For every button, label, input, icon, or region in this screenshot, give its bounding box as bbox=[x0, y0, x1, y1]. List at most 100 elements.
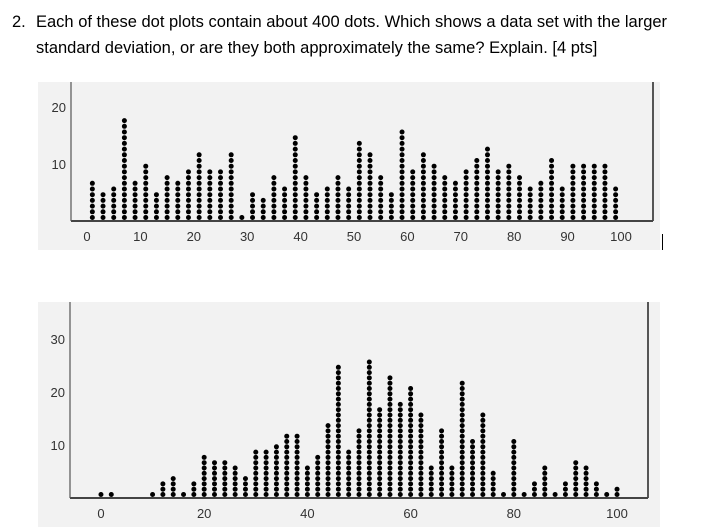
dot bbox=[232, 481, 238, 487]
dot bbox=[346, 215, 352, 220]
dot bbox=[335, 460, 341, 466]
dot bbox=[228, 209, 234, 215]
dot bbox=[185, 209, 191, 215]
dot bbox=[367, 209, 373, 215]
dot bbox=[397, 454, 403, 460]
dot bbox=[573, 465, 579, 471]
dot bbox=[335, 476, 341, 482]
dot bbox=[356, 158, 362, 163]
dot bbox=[387, 465, 393, 471]
dot bbox=[121, 123, 127, 129]
dot bbox=[570, 163, 576, 169]
dot bbox=[143, 192, 149, 198]
dot bbox=[356, 433, 362, 439]
dot bbox=[284, 486, 290, 492]
dot bbox=[356, 444, 362, 450]
dot bbox=[387, 380, 393, 386]
dot-column bbox=[521, 492, 527, 497]
dot bbox=[185, 203, 191, 209]
dot bbox=[260, 203, 266, 209]
dot bbox=[431, 169, 437, 175]
dot-column bbox=[356, 140, 362, 220]
dot bbox=[463, 186, 469, 192]
dot bbox=[164, 175, 170, 181]
dot bbox=[292, 192, 298, 198]
dot bbox=[346, 454, 352, 460]
dot bbox=[346, 465, 352, 471]
dot bbox=[366, 359, 372, 365]
dot bbox=[218, 169, 224, 175]
dot bbox=[253, 492, 259, 497]
dot bbox=[452, 186, 458, 192]
dot bbox=[218, 215, 224, 220]
dot bbox=[263, 481, 269, 487]
dot bbox=[602, 209, 608, 215]
dot bbox=[367, 152, 373, 158]
dot bbox=[250, 209, 256, 215]
dot bbox=[459, 396, 465, 402]
dot bbox=[377, 444, 383, 450]
dot bbox=[303, 180, 309, 186]
dot bbox=[470, 439, 476, 444]
dot bbox=[452, 203, 458, 209]
dot bbox=[399, 158, 405, 163]
dot-column bbox=[552, 492, 558, 497]
dot-column bbox=[459, 380, 465, 497]
dot-column bbox=[346, 449, 352, 497]
dot bbox=[408, 481, 414, 487]
dot bbox=[284, 460, 290, 466]
dot bbox=[232, 492, 238, 497]
dot bbox=[196, 203, 202, 209]
dot-column bbox=[212, 460, 217, 497]
dot bbox=[315, 492, 321, 497]
dot bbox=[480, 470, 486, 476]
dot bbox=[356, 449, 362, 455]
dot-column bbox=[480, 412, 486, 497]
dot bbox=[132, 186, 138, 192]
dot bbox=[377, 449, 383, 455]
dot-column bbox=[366, 359, 372, 497]
dot bbox=[581, 180, 587, 186]
dot bbox=[315, 465, 321, 471]
dot bbox=[570, 192, 576, 198]
dot bbox=[583, 476, 589, 482]
dot bbox=[549, 186, 555, 192]
dot bbox=[463, 203, 469, 209]
dot-column bbox=[613, 186, 619, 220]
dot bbox=[324, 186, 330, 192]
dot bbox=[294, 439, 300, 444]
dot bbox=[517, 186, 523, 192]
dot bbox=[591, 197, 597, 203]
dot-column bbox=[604, 492, 610, 497]
dot-column bbox=[428, 465, 434, 497]
dot bbox=[490, 481, 496, 487]
dot bbox=[549, 180, 555, 186]
dot bbox=[325, 428, 331, 434]
dot bbox=[397, 465, 403, 471]
dot-column bbox=[511, 439, 517, 497]
dot bbox=[570, 180, 576, 186]
dot bbox=[303, 215, 309, 220]
dot bbox=[459, 391, 465, 397]
dot bbox=[408, 460, 414, 466]
question: 2. Each of these dot plots contain about… bbox=[12, 9, 717, 61]
dot bbox=[408, 439, 414, 444]
dot bbox=[511, 465, 517, 471]
dot bbox=[325, 454, 331, 460]
dot bbox=[591, 192, 597, 198]
dot bbox=[431, 192, 437, 198]
dot bbox=[325, 492, 331, 497]
dot bbox=[292, 169, 298, 175]
x-tick-label: 20 bbox=[197, 506, 211, 521]
dot bbox=[439, 492, 445, 497]
dot bbox=[470, 492, 476, 497]
dot bbox=[410, 209, 416, 215]
dot bbox=[294, 449, 300, 455]
dot bbox=[549, 215, 555, 220]
dot-column bbox=[239, 215, 245, 220]
dot bbox=[470, 444, 476, 450]
x-tick-label: 80 bbox=[507, 506, 521, 521]
dot bbox=[315, 486, 321, 492]
dot-column bbox=[170, 476, 176, 497]
dot bbox=[232, 486, 238, 492]
